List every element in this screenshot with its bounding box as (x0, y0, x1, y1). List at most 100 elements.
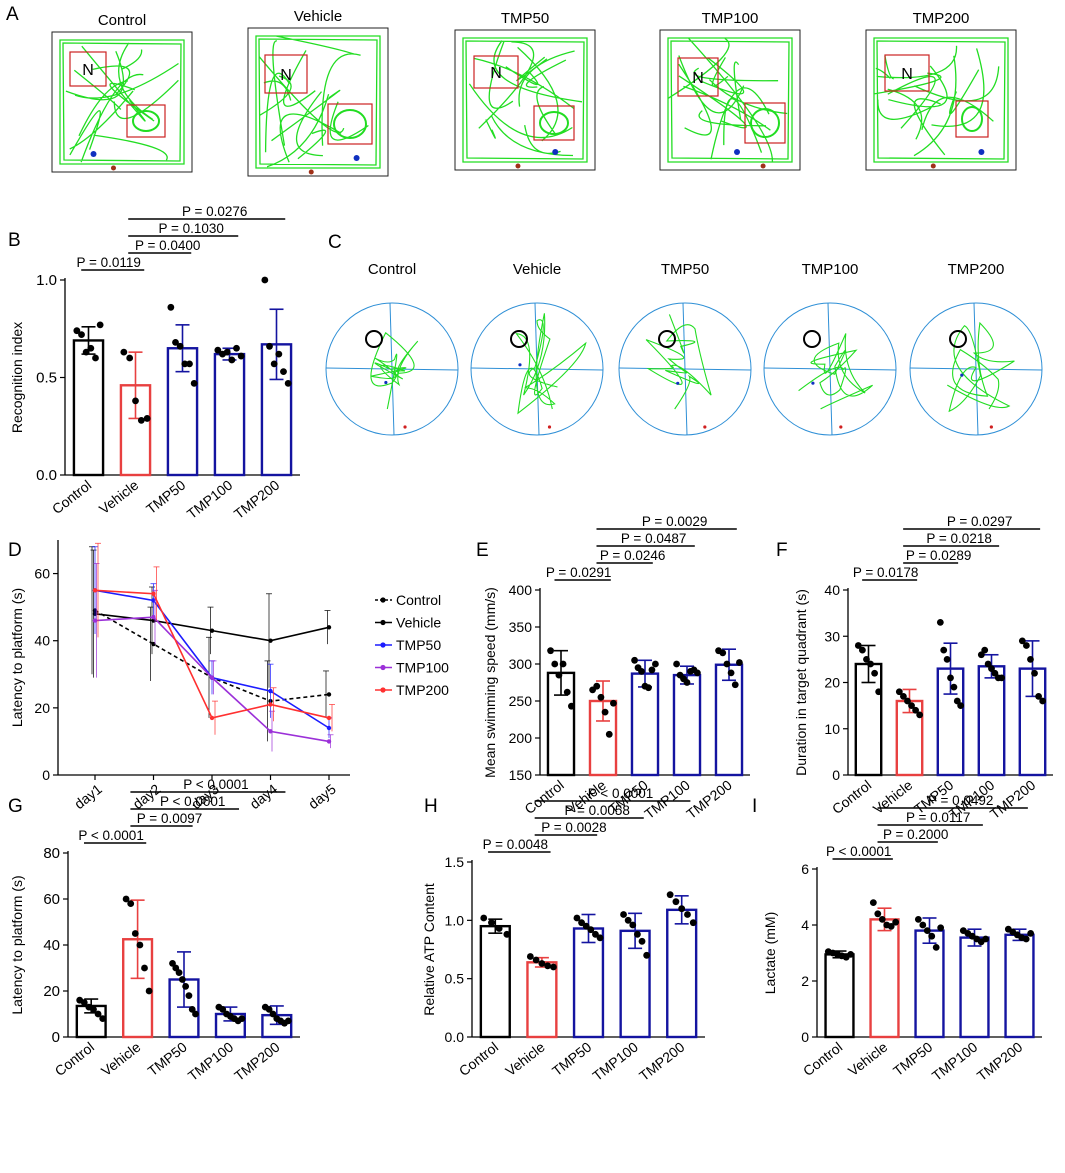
data-point (127, 900, 135, 907)
data-point (284, 1017, 292, 1025)
bar-tmp100 (977, 665, 1006, 777)
data-point (269, 1010, 277, 1018)
data-point (672, 898, 680, 906)
data-point (538, 960, 546, 967)
y-tick-label: 0 (832, 767, 840, 783)
data-point (998, 674, 1006, 682)
data-point (270, 360, 278, 368)
end-marker (703, 425, 707, 429)
x-tick-label: TMP100 (184, 477, 236, 522)
data-point (645, 684, 652, 692)
x-tick-label: TMP50 (143, 477, 189, 518)
y-axis-label: Lactate (mM) (762, 912, 778, 994)
data-point (648, 666, 656, 674)
swim-track (798, 333, 873, 410)
y-tick-label: 20 (824, 675, 840, 691)
familiar-object-zone (955, 100, 989, 138)
pool-title: Vehicle (513, 261, 561, 278)
data-point (275, 350, 283, 358)
y-axis-label: Mean swimming speed (mm/s) (482, 587, 498, 778)
bar-tmp100 (213, 352, 246, 477)
platform-location (949, 330, 967, 348)
y-tick-label: 20 (34, 700, 50, 716)
x-tick-label: TMP100 (929, 1039, 981, 1084)
data-point (1039, 697, 1047, 705)
object-track (333, 109, 367, 139)
x-tick-label: Vehicle (502, 1039, 548, 1080)
y-tick-label: 40 (43, 937, 60, 954)
y-tick-label: 300 (509, 656, 533, 672)
series-line-tmp200 (94, 589, 330, 719)
x-tick-label: TMP200 (683, 777, 735, 822)
data-point (284, 379, 292, 387)
data-point (684, 911, 691, 918)
pool-axis-v (973, 302, 979, 436)
data-point (237, 352, 245, 360)
p-value-label: P = 0.0048 (483, 837, 548, 852)
p-value-label: P = 0.1030 (159, 221, 224, 236)
data-point (1027, 655, 1034, 663)
data-point (871, 669, 879, 677)
legend-label: TMP100 (396, 660, 449, 676)
y-tick-label: 10 (824, 721, 840, 737)
data-point (578, 919, 585, 927)
data-point (878, 916, 886, 923)
bar-vehicle (869, 918, 900, 1039)
swim-track (947, 321, 1015, 413)
familiar-object-zone (533, 105, 575, 141)
data-point (875, 688, 883, 696)
p-value-label: P = 0.0029 (642, 514, 707, 529)
novel-zone-label: N (82, 62, 94, 79)
data-point (666, 891, 674, 899)
data-point (629, 921, 637, 929)
data-point (182, 983, 190, 990)
data-point (727, 669, 735, 677)
data-point (488, 919, 495, 927)
object-track (132, 110, 160, 132)
p-value-label: P = 0.0218 (926, 531, 991, 546)
arena-track (667, 37, 793, 163)
p-value-label: P = 0.0117 (906, 810, 970, 825)
panel-label-b: B (8, 230, 21, 251)
x-tick-label: Vehicle (96, 477, 142, 518)
p-value-label: P = 0.0289 (906, 548, 971, 563)
y-tick-label: 150 (509, 767, 533, 783)
data-point (652, 660, 659, 668)
bar-tmp200 (1004, 933, 1035, 1039)
x-tick-label: TMP200 (974, 1039, 1026, 1084)
p-value-label: P = 0.0291 (546, 565, 611, 580)
y-axis-label: Relative ATP Content (421, 883, 437, 1016)
arena-title: TMP50 (501, 10, 549, 27)
p-value-label: P = 0.0246 (600, 548, 665, 563)
y-tick-label: 20 (43, 983, 60, 1000)
y-tick-label: 2 (801, 973, 809, 989)
bar-control (824, 953, 855, 1039)
data-point (143, 415, 151, 422)
data-point (874, 910, 882, 918)
data-point (573, 914, 581, 922)
data-point (145, 987, 153, 995)
p-value-label: P < 0.0001 (160, 794, 225, 809)
x-tick-label: TMP200 (231, 1039, 283, 1084)
data-point (683, 679, 691, 686)
pool-title: TMP50 (661, 261, 709, 278)
x-tick-label: TMP50 (890, 1039, 936, 1080)
platform-location (365, 330, 383, 348)
x-tick-label: TMP100 (589, 1039, 641, 1084)
data-point (192, 1010, 199, 1018)
start-marker (676, 381, 680, 385)
data-point (261, 276, 269, 284)
series-point (209, 715, 215, 721)
data-point (887, 923, 895, 930)
data-point (847, 951, 855, 958)
end-marker (989, 425, 993, 429)
swim-track (515, 313, 587, 415)
p-value-label: P < 0.0001 (588, 786, 653, 801)
x-tick-label: day5 (305, 781, 339, 812)
bar-tmp200 (666, 908, 698, 1039)
data-point (638, 668, 645, 675)
data-point (137, 417, 145, 424)
